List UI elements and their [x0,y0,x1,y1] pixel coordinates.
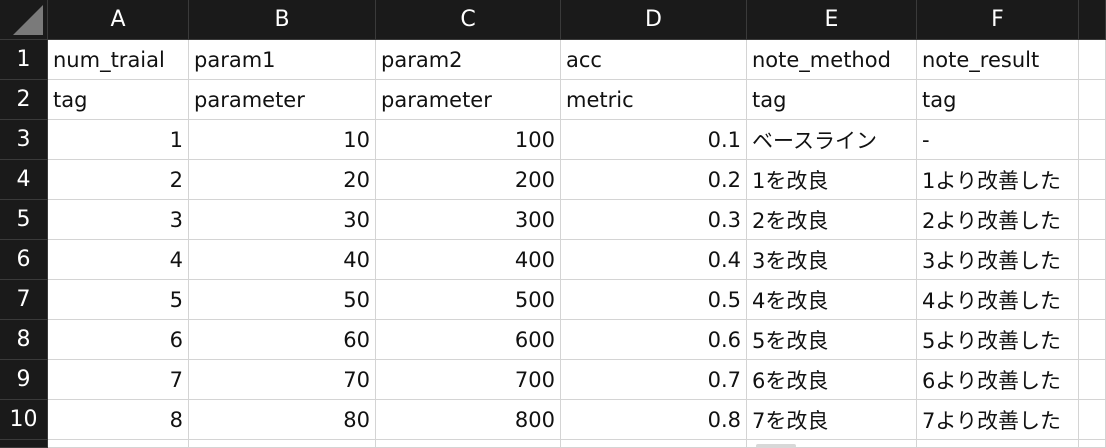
row-header-9[interactable]: 9 [0,360,48,400]
cell-b6[interactable]: 40 [189,240,376,280]
row-header-1[interactable]: 1 [0,40,48,80]
cell-f1[interactable]: note_result [917,40,1079,80]
cell-f6[interactable]: 3より改善した [917,240,1079,280]
cell-a11[interactable] [48,440,189,448]
cell-g8[interactable] [1079,320,1106,360]
cell-a4[interactable]: 2 [48,160,189,200]
cell-g10[interactable] [1079,400,1106,440]
cell-f10[interactable]: 7より改善した [917,400,1079,440]
cell-g5[interactable] [1079,200,1106,240]
cell-e7[interactable]: 4を改良 [747,280,917,320]
cell-c5[interactable]: 300 [376,200,561,240]
cell-b8[interactable]: 60 [189,320,376,360]
cell-e2[interactable]: tag [747,80,917,120]
cell-b2[interactable]: parameter [189,80,376,120]
cell-g2[interactable] [1079,80,1106,120]
column-header-a[interactable]: A [48,0,189,40]
cell-f5[interactable]: 2より改善した [917,200,1079,240]
cell-g7[interactable] [1079,280,1106,320]
cell-b10[interactable]: 80 [189,400,376,440]
row-header-11-partial[interactable] [0,440,48,448]
cell-b7[interactable]: 50 [189,280,376,320]
cell-g1[interactable] [1079,40,1106,80]
cell-d4[interactable]: 0.2 [561,160,747,200]
cell-e3[interactable]: ベースライン [747,120,917,160]
cell-a9[interactable]: 7 [48,360,189,400]
cell-e9[interactable]: 6を改良 [747,360,917,400]
cell-f7[interactable]: 4より改善した [917,280,1079,320]
cell-c7[interactable]: 500 [376,280,561,320]
cell-c1[interactable]: param2 [376,40,561,80]
cell-a3[interactable]: 1 [48,120,189,160]
cell-c4[interactable]: 200 [376,160,561,200]
column-header-b[interactable]: B [189,0,376,40]
cell-d2[interactable]: metric [561,80,747,120]
cell-a7[interactable]: 5 [48,280,189,320]
cell-a8[interactable]: 6 [48,320,189,360]
row-header-3[interactable]: 3 [0,120,48,160]
column-header-d[interactable]: D [561,0,747,40]
cell-f4[interactable]: 1より改善した [917,160,1079,200]
cell-b11[interactable] [189,440,376,448]
cell-b5[interactable]: 30 [189,200,376,240]
cell-g4[interactable] [1079,160,1106,200]
row-header-8[interactable]: 8 [0,320,48,360]
cell-g9[interactable] [1079,360,1106,400]
cell-e10[interactable]: 7を改良 [747,400,917,440]
cell-c3[interactable]: 100 [376,120,561,160]
cell-a5[interactable]: 3 [48,200,189,240]
cell-c8[interactable]: 600 [376,320,561,360]
cell-d10[interactable]: 0.8 [561,400,747,440]
row-header-4[interactable]: 4 [0,160,48,200]
cell-g11[interactable] [1079,440,1106,448]
cell-a10[interactable]: 8 [48,400,189,440]
cell-f9[interactable]: 6より改善した [917,360,1079,400]
cell-b9[interactable]: 70 [189,360,376,400]
row-header-2[interactable]: 2 [0,80,48,120]
cell-c11[interactable] [376,440,561,448]
column-header-e[interactable]: E [747,0,917,40]
row-header-7[interactable]: 7 [0,280,48,320]
cell-b4[interactable]: 20 [189,160,376,200]
select-all-corner[interactable] [0,0,48,40]
cell-a1[interactable]: num_traial [48,40,189,80]
column-header-g-partial[interactable] [1079,0,1106,40]
cell-f2[interactable]: tag [917,80,1079,120]
row-header-10[interactable]: 10 [0,400,48,440]
cell-f8[interactable]: 5より改善した [917,320,1079,360]
cell-d6[interactable]: 0.4 [561,240,747,280]
cell-g3[interactable] [1079,120,1106,160]
cell-d8[interactable]: 0.6 [561,320,747,360]
cell-d3[interactable]: 0.1 [561,120,747,160]
select-all-triangle-icon [13,5,43,35]
cell-d5[interactable]: 0.3 [561,200,747,240]
cell-b1[interactable]: param1 [189,40,376,80]
cell-e6[interactable]: 3を改良 [747,240,917,280]
cell-d7[interactable]: 0.5 [561,280,747,320]
horizontal-scrollbar-thumb[interactable] [756,444,796,448]
cell-c6[interactable]: 400 [376,240,561,280]
column-header-c[interactable]: C [376,0,561,40]
row-header-6[interactable]: 6 [0,240,48,280]
cell-c9[interactable]: 700 [376,360,561,400]
cell-f3[interactable]: - [917,120,1079,160]
cell-e5[interactable]: 2を改良 [747,200,917,240]
cell-b3[interactable]: 10 [189,120,376,160]
cell-e8[interactable]: 5を改良 [747,320,917,360]
row-header-5[interactable]: 5 [0,200,48,240]
cell-g6[interactable] [1079,240,1106,280]
cell-c10[interactable]: 800 [376,400,561,440]
cell-c2[interactable]: parameter [376,80,561,120]
cell-e1[interactable]: note_method [747,40,917,80]
cell-f11[interactable] [917,440,1079,448]
cell-d9[interactable]: 0.7 [561,360,747,400]
cell-d11[interactable] [561,440,747,448]
cell-d1[interactable]: acc [561,40,747,80]
column-header-f[interactable]: F [917,0,1079,40]
cell-a6[interactable]: 4 [48,240,189,280]
cell-a2[interactable]: tag [48,80,189,120]
cell-e4[interactable]: 1を改良 [747,160,917,200]
